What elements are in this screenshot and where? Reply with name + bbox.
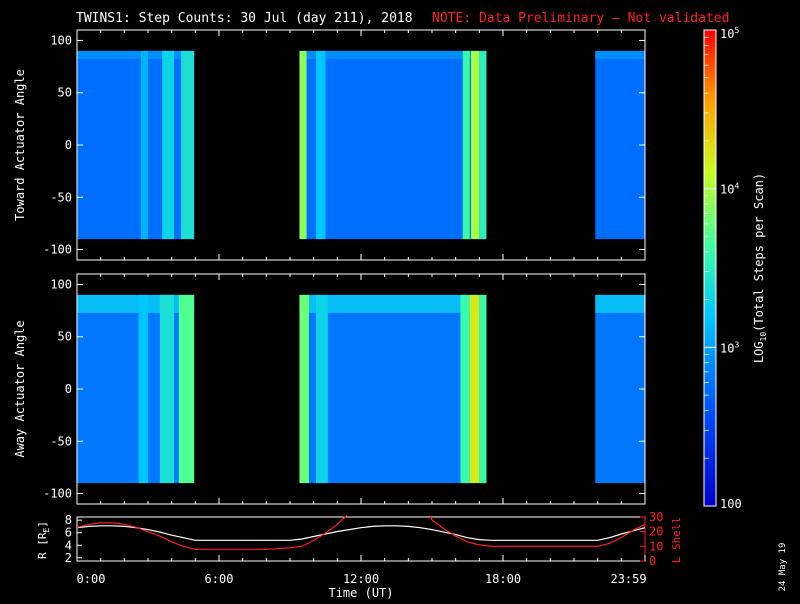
lshell-axis-label: L Shell [670,517,683,563]
chart-title: TWINS1: Step Counts: 30 Jul (day 211), 2… [76,11,413,26]
coverage-rim [77,50,195,59]
lshell-tick-label: 20 [649,525,663,539]
y-tick-label: 50 [58,86,72,100]
coverage-rim [77,294,195,313]
toward-heatmap-panel: 100 50 0 -50 -100 Toward Actuator Angle [13,29,646,261]
y-tick-label: -100 [43,243,72,257]
away-ylabel: Away Actuator Angle [13,320,27,457]
toward-heatmap-image [77,50,645,240]
bright-band [469,294,480,484]
x-axis-label: Time (UT) [328,586,393,600]
lshell-tick-label: 0 [649,554,656,568]
away-heatmap-image [77,294,645,484]
r-tick-label: 2 [65,551,72,565]
date-stamp: 24 May 19 [778,543,788,592]
bright-band [181,50,195,240]
colorbar-label: LOG10(Total Steps per Scan) [752,173,768,363]
bright-band [299,294,309,484]
x-tick-label: 12:00 [343,572,379,586]
bright-band [162,50,175,240]
bright-band [479,294,487,484]
coverage-block [77,294,195,484]
coverage-block [299,50,487,240]
y-tick-label: 0 [65,138,72,152]
x-tick-label: 18:00 [485,572,521,586]
bright-band [316,50,326,240]
colorbar-tick-label: 103 [720,340,739,355]
lshell-tick-label: 30 [649,510,663,524]
r-tick-label: 4 [65,538,72,552]
coverage-rim [299,50,487,59]
coverage-rim [299,294,487,313]
bright-band [316,294,328,484]
bright-band [479,50,487,240]
bright-band [460,294,470,484]
y-tick-label: -50 [50,190,72,204]
toward-ylabel: Toward Actuator Angle [13,69,27,221]
coverage-block [595,294,645,484]
bright-band [140,50,148,240]
x-tick-label: 0:00 [77,572,106,586]
y-tick-label: 0 [65,382,72,396]
lshell-tick-label: 10 [649,539,663,553]
colorbar-tick-label: 104 [720,182,739,197]
bright-band [159,294,175,484]
y-tick-label: -50 [50,434,72,448]
r-axis-label: R [RE] [36,521,51,559]
coverage-rim [595,50,645,59]
orbit-panel-frame [76,516,646,562]
r-tick-label: 6 [65,526,72,540]
bright-band [299,50,307,240]
away-heatmap-panel: 100 50 0 -50 -100 Away Actuator Angle [13,273,646,505]
coverage-rim [595,294,645,313]
away-y-ticks: 100 50 0 -50 -100 [43,274,646,504]
colorbar-tick-label: 105 [720,26,739,41]
orbit-series [76,515,646,550]
colorbar-tick-label: 100 [720,497,742,511]
bright-band [462,50,470,240]
y-tick-label: 50 [58,330,72,344]
colorbar-gradient [703,29,717,507]
colorbar: 105 104 103 100 LOG10(Total Steps per Scan) [703,26,768,511]
coverage-block [595,50,645,240]
x-tick-label: 6:00 [205,572,234,586]
r-series-line [76,525,646,541]
y-tick-label: 100 [50,33,72,47]
x-tick-label: 23:59 [610,572,646,586]
lshell-series-line [76,515,646,550]
y-tick-label: 100 [50,277,72,291]
preliminary-note: NOTE: Data Preliminary – Not validated [432,11,729,26]
bright-band [178,294,195,484]
bright-band [471,50,480,240]
coverage-block [77,50,195,240]
toward-y-ticks: 100 50 0 -50 -100 [43,30,646,260]
coverage-block [299,294,487,484]
y-tick-label: -100 [43,487,72,501]
r-tick-label: 8 [65,513,72,527]
colorbar-ticks: 105 104 103 100 [704,26,742,511]
bright-band [138,294,148,484]
